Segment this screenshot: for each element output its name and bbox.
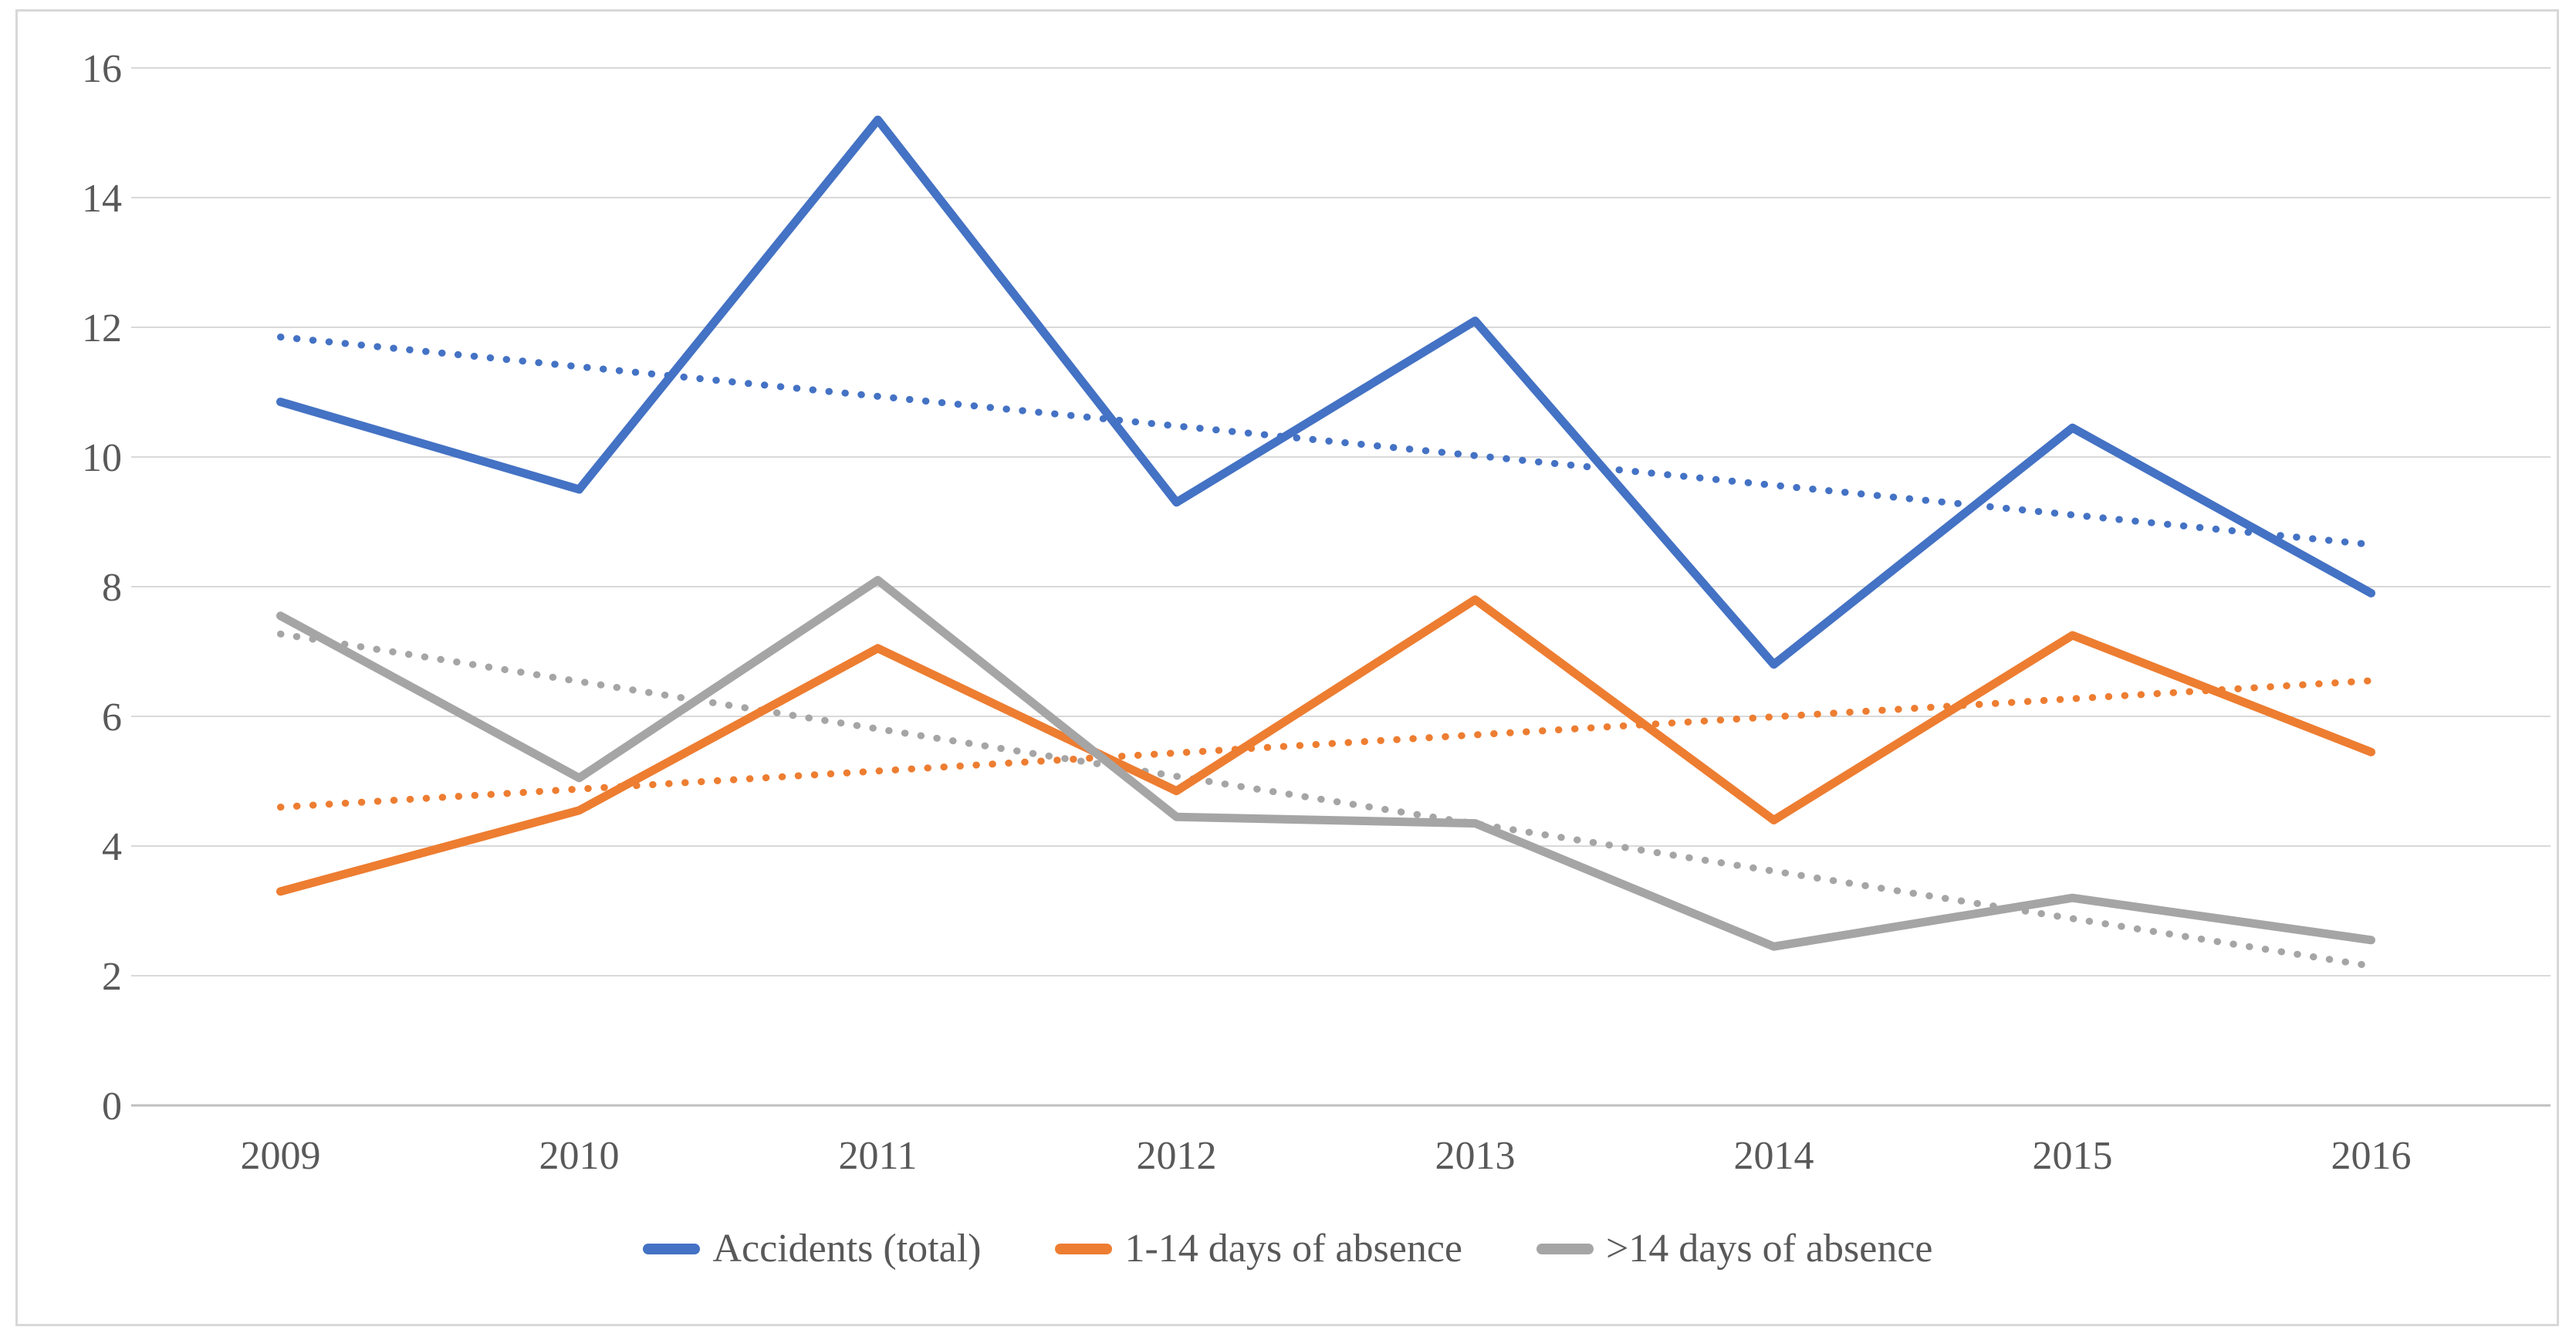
- y-tick-label-14: 14: [82, 177, 122, 221]
- x-tick-label-2015: 2015: [2033, 1134, 2113, 1178]
- y-tick-label-12: 12: [82, 306, 122, 350]
- legend-item-1-14-days-of-absence: 1-14 days of absence: [1055, 1226, 1462, 1271]
- legend-marker-14-days-of-absence: [1536, 1243, 1594, 1254]
- y-tick-label-6: 6: [102, 696, 122, 740]
- x-tick-label-2013: 2013: [1435, 1134, 1516, 1178]
- legend-label-1-14-days-of-absence: 1-14 days of absence: [1124, 1227, 1462, 1271]
- series-lines: [276, 115, 2375, 951]
- y-tick-label-8: 8: [102, 566, 122, 610]
- x-tick-label-2011: 2011: [838, 1134, 917, 1178]
- y-tick-label-2: 2: [102, 955, 122, 999]
- y-tick-label-16: 16: [82, 47, 122, 91]
- x-tick-label-2016: 2016: [2331, 1134, 2412, 1178]
- legend-item-14-days-of-absence: >14 days of absence: [1536, 1226, 1933, 1271]
- series-line-accidents-total: [276, 115, 2375, 669]
- y-tick-label-0: 0: [102, 1085, 122, 1129]
- y-axis-labels: 0 2 4 6 8 10 12 14 16: [82, 47, 122, 1129]
- trend-lines: [277, 333, 2375, 970]
- legend-marker-1-14-days-of-absence: [1055, 1243, 1113, 1254]
- x-axis-labels: 2009 2010 2011 2012 2013 2014 2015 2016: [241, 1134, 2412, 1178]
- series-line-14-days-of-absence: [276, 576, 2375, 951]
- legend-marker-accidents-total: [643, 1243, 701, 1254]
- x-tick-label-2010: 2010: [539, 1134, 620, 1178]
- series-line-1-14-days-of-absence: [276, 595, 2375, 896]
- trendline-accidents-total: [277, 333, 2375, 548]
- y-tick-label-10: 10: [82, 436, 122, 480]
- x-tick-label-2012: 2012: [1137, 1134, 1217, 1178]
- gridlines: [131, 67, 2551, 1107]
- legend-label-accidents-total: Accidents (total): [712, 1227, 982, 1271]
- legend-label-14-days-of-absence: >14 days of absence: [1605, 1227, 1933, 1271]
- x-tick-label-2009: 2009: [241, 1134, 321, 1178]
- chart-legend: Accidents (total) 1-14 days of absence >14…: [0, 1226, 2576, 1271]
- y-tick-label-4: 4: [102, 825, 122, 869]
- x-tick-label-2014: 2014: [1734, 1134, 1814, 1178]
- trendline-14-days-of-absence: [277, 630, 2375, 970]
- legend-item-accidents-total: Accidents (total): [643, 1226, 981, 1271]
